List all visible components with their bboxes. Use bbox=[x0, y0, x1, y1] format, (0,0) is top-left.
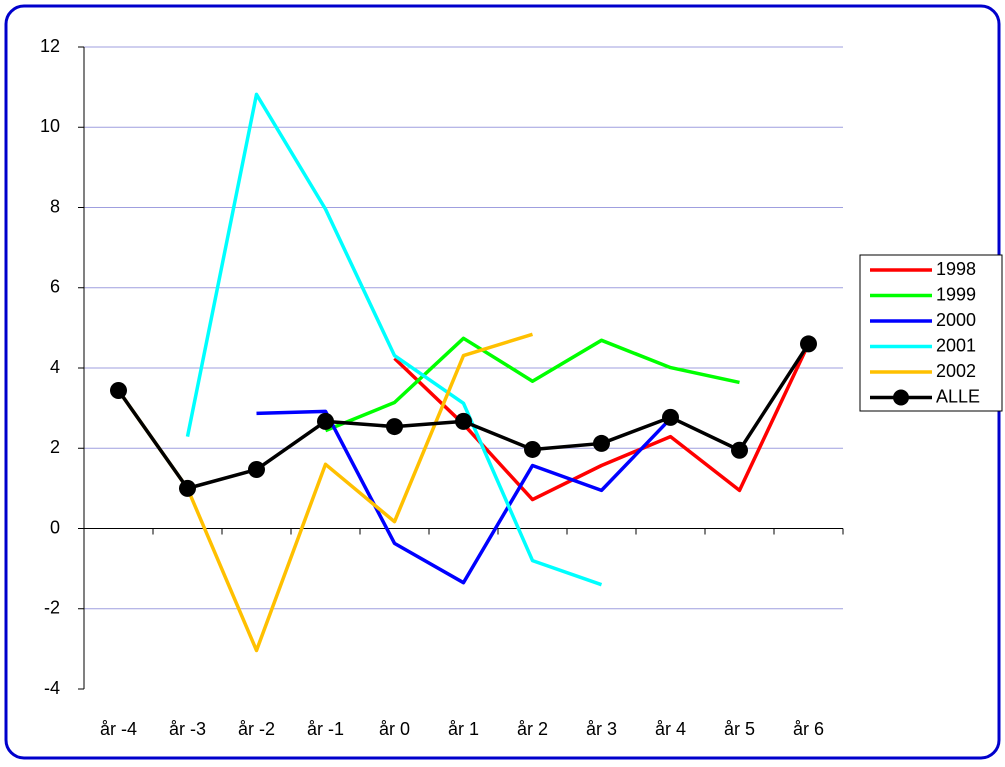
series-marker bbox=[386, 418, 403, 436]
legend-marker bbox=[893, 389, 909, 406]
series-marker bbox=[110, 381, 127, 399]
legend-label: 2001 bbox=[936, 335, 976, 355]
legend-label: 1999 bbox=[936, 284, 976, 304]
x-tick-label: år 5 bbox=[724, 719, 755, 739]
series-marker bbox=[248, 461, 265, 479]
y-tick-label: 2 bbox=[50, 437, 60, 457]
y-tick-label: -4 bbox=[44, 678, 60, 698]
x-tick-label: år -2 bbox=[238, 719, 275, 739]
x-tick-label: år 2 bbox=[517, 719, 548, 739]
legend-box bbox=[859, 254, 1003, 412]
series-marker bbox=[800, 335, 817, 353]
series-marker bbox=[317, 412, 334, 430]
legend-label: 1998 bbox=[936, 259, 976, 279]
x-tick-label: år 4 bbox=[655, 719, 686, 739]
series-marker bbox=[593, 434, 610, 452]
y-tick-label: -2 bbox=[44, 598, 60, 618]
x-tick-label: år -4 bbox=[100, 719, 137, 739]
series-line bbox=[324, 336, 740, 433]
legend-label: 2002 bbox=[936, 361, 976, 381]
legend-label: 2000 bbox=[936, 310, 976, 330]
y-tick-label: 6 bbox=[50, 277, 60, 297]
frame bbox=[4, 4, 1001, 760]
legend-label: ALLE bbox=[936, 386, 980, 406]
y-tick-label: 4 bbox=[50, 357, 60, 377]
y-tick-label: 10 bbox=[40, 116, 60, 136]
y-tick-label: 12 bbox=[40, 36, 60, 56]
x-tick-label: år -1 bbox=[307, 719, 344, 739]
series-marker bbox=[731, 441, 748, 459]
series-line bbox=[256, 409, 672, 585]
y-tick-label: 8 bbox=[50, 196, 60, 216]
series-marker bbox=[524, 440, 541, 458]
x-tick-label: år 1 bbox=[448, 719, 479, 739]
x-tick-label: år 6 bbox=[793, 719, 824, 739]
x-tick-label: år 3 bbox=[586, 719, 617, 739]
x-tick-label: år 0 bbox=[379, 719, 410, 739]
x-tick-label: år -3 bbox=[169, 719, 206, 739]
series-line bbox=[185, 92, 603, 587]
y-tick-label: 0 bbox=[50, 517, 60, 537]
series-marker bbox=[179, 479, 196, 497]
series-marker bbox=[662, 408, 679, 426]
series-marker bbox=[455, 412, 472, 430]
